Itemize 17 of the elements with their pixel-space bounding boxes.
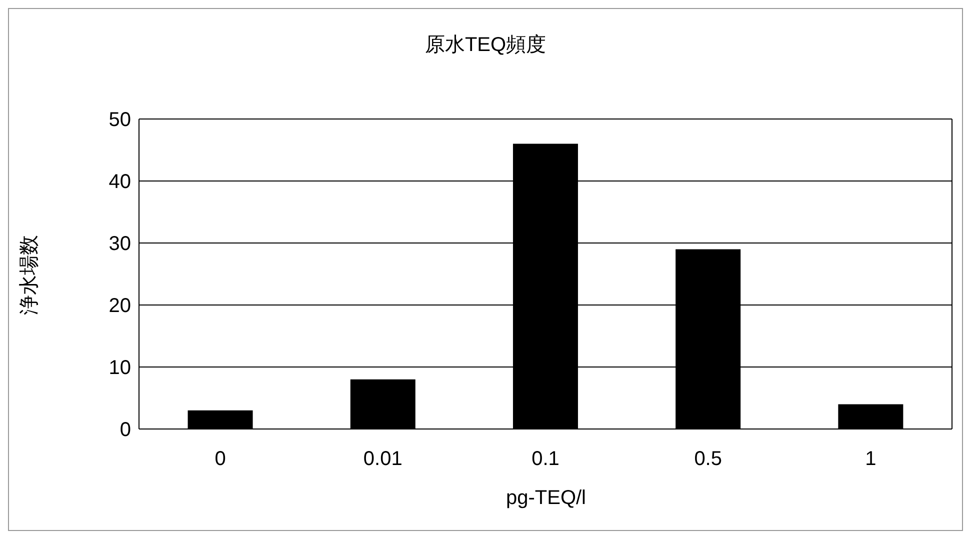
y-tick-label: 20 — [108, 295, 131, 318]
y-tick-label: 30 — [108, 233, 131, 256]
y-tick-label: 40 — [108, 171, 131, 194]
y-axis-title: 浄水場数 — [18, 235, 42, 315]
bar — [838, 404, 904, 429]
bar — [350, 379, 416, 429]
y-tick-label: 10 — [108, 357, 131, 380]
x-tick-label: 0 — [214, 448, 226, 470]
y-tick-label: 50 — [108, 109, 131, 132]
x-axis-title: pg-TEQ/l — [504, 487, 588, 510]
chart-title: 原水TEQ頻度 — [424, 33, 548, 58]
bar — [188, 410, 253, 429]
x-tick-label: 0.5 — [694, 448, 722, 470]
x-tick-label: 0.01 — [363, 448, 402, 470]
y-tick-label: 0 — [120, 419, 131, 442]
x-tick-label: 0.1 — [532, 448, 560, 470]
x-tick-label: 1 — [865, 448, 876, 470]
